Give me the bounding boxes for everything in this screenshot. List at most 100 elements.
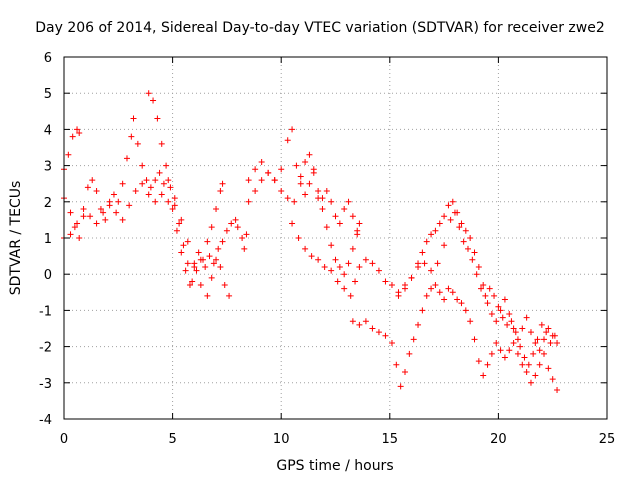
data-point <box>451 209 458 216</box>
data-point <box>467 235 474 241</box>
data-point <box>480 372 487 379</box>
data-point <box>93 220 100 227</box>
y-tick-label: -2 <box>39 341 52 356</box>
data-point <box>202 263 209 270</box>
data-point <box>126 202 133 209</box>
y-tick-label: 5 <box>44 87 52 102</box>
data-point <box>123 155 130 162</box>
data-point <box>462 307 469 314</box>
data-point <box>154 115 161 122</box>
data-point <box>415 321 422 328</box>
data-point <box>527 329 534 336</box>
data-point <box>84 184 91 191</box>
data-point <box>499 314 506 321</box>
data-point <box>80 206 87 213</box>
data-point <box>519 325 526 332</box>
data-point <box>278 187 285 194</box>
data-point <box>510 325 517 332</box>
x-tick-label: 20 <box>490 432 507 447</box>
data-point <box>89 177 96 184</box>
data-point <box>332 256 339 263</box>
data-point <box>369 325 376 332</box>
data-point <box>193 267 200 274</box>
data-point <box>226 292 233 299</box>
data-point <box>132 187 139 194</box>
data-point <box>362 318 369 325</box>
data-point <box>178 249 185 256</box>
data-point <box>349 245 356 252</box>
data-point <box>497 307 504 314</box>
data-point <box>475 358 482 365</box>
data-point <box>184 260 191 267</box>
data-point <box>147 184 154 191</box>
data-point <box>482 292 489 299</box>
data-point <box>356 263 363 270</box>
data-point <box>332 213 339 220</box>
data-point <box>297 180 304 187</box>
data-point <box>165 177 172 184</box>
data-point <box>449 289 456 296</box>
data-point <box>65 151 72 158</box>
data-point <box>341 271 348 278</box>
data-point <box>551 332 558 339</box>
data-point <box>143 177 150 184</box>
data-point <box>445 202 452 209</box>
data-point <box>336 220 343 227</box>
data-point <box>152 198 159 205</box>
data-point <box>428 285 435 292</box>
data-point <box>102 216 109 223</box>
data-point <box>195 249 202 256</box>
data-point <box>67 231 74 238</box>
series-track-f <box>245 151 361 234</box>
data-point <box>93 187 100 194</box>
data-point <box>76 130 83 137</box>
data-point <box>497 347 504 354</box>
data-point <box>445 285 452 292</box>
data-point <box>436 220 443 227</box>
data-point <box>197 282 204 289</box>
x-tick-label: 15 <box>382 432 399 447</box>
data-point <box>208 224 215 231</box>
data-point <box>158 191 165 198</box>
data-point <box>97 206 104 213</box>
data-point <box>169 206 176 213</box>
data-point <box>293 162 300 169</box>
data-point <box>271 177 278 184</box>
data-point <box>210 260 217 267</box>
y-tick-label: 6 <box>44 51 52 66</box>
data-point <box>171 195 178 202</box>
data-point <box>352 278 359 285</box>
data-point <box>501 296 508 303</box>
data-point <box>130 115 137 122</box>
data-point <box>434 260 441 267</box>
data-point <box>315 256 322 263</box>
data-point <box>284 195 291 202</box>
data-point <box>517 343 524 350</box>
data-point <box>87 213 94 220</box>
data-point <box>306 180 313 187</box>
data-point <box>541 336 548 343</box>
data-point <box>397 383 404 390</box>
data-point <box>488 311 495 318</box>
data-point <box>74 220 81 227</box>
y-tick-label: 0 <box>44 268 52 283</box>
data-point <box>243 231 250 238</box>
data-point <box>349 318 356 325</box>
y-tick-label: 1 <box>44 232 52 247</box>
data-point <box>495 303 502 310</box>
data-point <box>436 289 443 296</box>
data-point <box>302 191 309 198</box>
data-point <box>310 166 317 173</box>
data-point <box>319 195 326 202</box>
series-track-i <box>395 209 558 368</box>
data-point <box>369 260 376 267</box>
data-point <box>447 216 454 223</box>
data-point <box>234 224 241 231</box>
data-point <box>295 235 302 241</box>
data-point <box>80 213 87 220</box>
data-point <box>545 325 552 332</box>
data-point <box>458 300 465 307</box>
data-point <box>328 267 335 274</box>
data-point <box>197 256 204 263</box>
